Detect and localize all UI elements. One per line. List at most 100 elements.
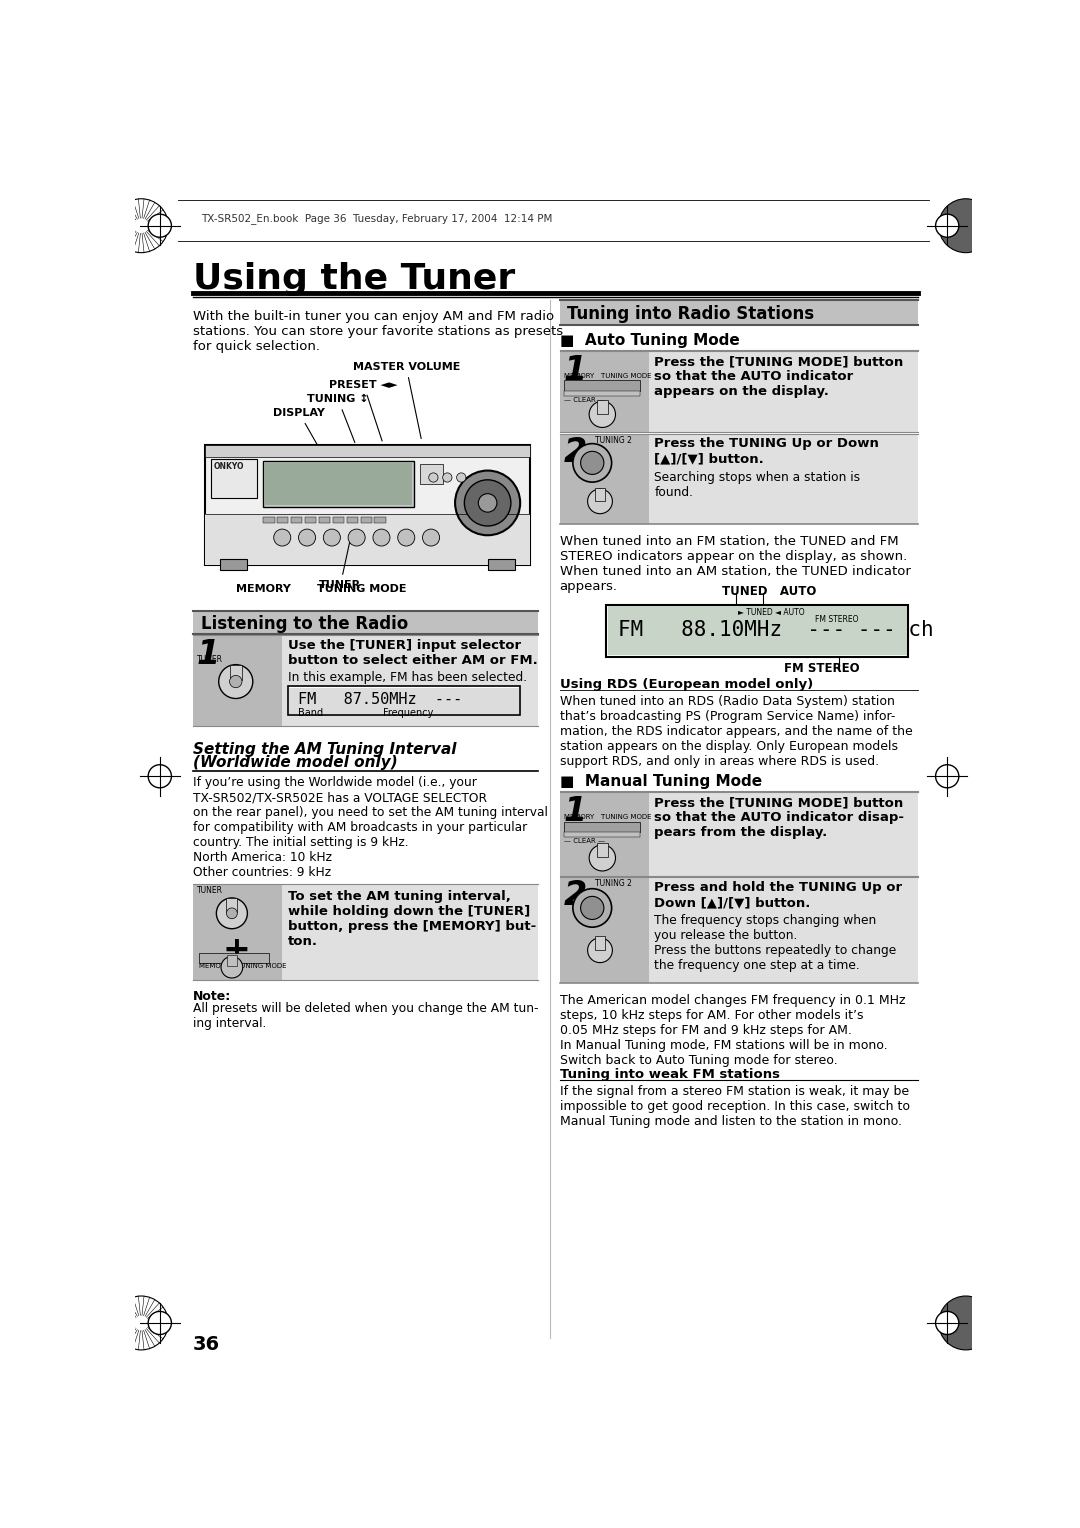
Bar [608, 607, 907, 656]
Circle shape [273, 529, 291, 545]
Text: The American model changes FM frequency in 0.1 MHz
steps, 10 kHz steps for AM. F: The American model changes FM frequency … [559, 995, 905, 1067]
Bar [347, 516, 359, 523]
Text: TX-SR502_En.book  Page 36  Tuesday, February 17, 2004  12:14 PM: TX-SR502_En.book Page 36 Tuesday, Februa… [201, 212, 552, 223]
Bar [559, 301, 918, 325]
Bar [595, 487, 606, 501]
Circle shape [572, 889, 611, 927]
Text: — CLEAR —: — CLEAR — [564, 397, 605, 403]
Circle shape [939, 199, 993, 252]
Text: Note:: Note: [193, 990, 231, 1002]
Circle shape [581, 451, 604, 474]
Bar [289, 688, 518, 714]
Text: ► TUNED ◄ AUTO: ► TUNED ◄ AUTO [738, 608, 805, 617]
Bar [420, 465, 444, 484]
Text: The frequency stops changing when
you release the button.
Press the buttons repe: The frequency stops changing when you re… [654, 914, 896, 972]
Bar [488, 559, 515, 570]
Circle shape [588, 938, 612, 963]
Text: FM   87.50MHz  ---: FM 87.50MHz --- [298, 692, 462, 707]
Text: ONKYO: ONKYO [214, 461, 244, 471]
Bar [193, 636, 538, 726]
Text: Press the TUNING Up or Down
[▲]/[▼] button.: Press the TUNING Up or Down [▲]/[▼] butt… [654, 437, 879, 466]
Text: TUNING ↕: TUNING ↕ [307, 394, 369, 443]
Text: FM STEREO: FM STEREO [784, 662, 860, 674]
Text: +: + [222, 934, 251, 967]
Text: If the signal from a stereo FM station is weak, it may be
impossible to get good: If the signal from a stereo FM station i… [559, 1085, 909, 1128]
Text: 1: 1 [197, 637, 220, 671]
Text: When tuned into an RDS (Radio Data System) station
that’s broadcasting PS (Progr: When tuned into an RDS (Radio Data Syste… [559, 695, 913, 767]
Bar [564, 833, 639, 837]
Circle shape [935, 764, 959, 788]
Bar [200, 953, 269, 963]
Bar [606, 605, 908, 657]
Circle shape [590, 845, 616, 871]
Bar [559, 434, 918, 524]
Circle shape [227, 908, 238, 918]
Circle shape [935, 1311, 959, 1334]
Circle shape [588, 489, 612, 513]
Bar [564, 380, 639, 391]
Circle shape [422, 529, 440, 545]
Bar [205, 445, 530, 564]
Text: Use the [TUNER] input selector
button to select either AM or FM.: Use the [TUNER] input selector button to… [287, 639, 538, 668]
Circle shape [464, 480, 511, 526]
Circle shape [478, 494, 497, 512]
Text: TUNING 2: TUNING 2 [595, 880, 632, 888]
Text: MEMORY   TUNING MODE: MEMORY TUNING MODE [564, 814, 651, 821]
Bar [220, 559, 247, 570]
Bar [559, 351, 649, 432]
Circle shape [590, 402, 616, 428]
Circle shape [581, 897, 604, 920]
Text: Frequency: Frequency [383, 709, 433, 718]
Text: TUNER: TUNER [320, 535, 362, 590]
Circle shape [348, 529, 365, 545]
Text: 2: 2 [564, 435, 586, 469]
Text: Using RDS (European model only): Using RDS (European model only) [559, 678, 813, 691]
Text: Tuning into weak FM stations: Tuning into weak FM stations [559, 1068, 780, 1082]
Bar [230, 665, 242, 680]
Text: TUNING 2: TUNING 2 [595, 435, 632, 445]
Text: MEMORY   TUNING MODE: MEMORY TUNING MODE [564, 373, 651, 379]
Bar [595, 937, 606, 949]
Bar [564, 391, 639, 396]
Bar [262, 516, 274, 523]
Text: 36: 36 [193, 1334, 220, 1354]
Text: If you’re using the Worldwide model (i.e., your
TX-SR502/TX-SR502E has a VOLTAGE: If you’re using the Worldwide model (i.e… [193, 776, 548, 879]
Bar [559, 434, 649, 524]
Bar [597, 843, 608, 857]
Text: Band: Band [298, 709, 323, 718]
Bar [287, 686, 521, 715]
Text: MEMORY: MEMORY [235, 584, 291, 594]
Bar [193, 885, 538, 981]
Text: (Worldwide model only): (Worldwide model only) [193, 755, 397, 770]
Text: ■  Manual Tuning Mode: ■ Manual Tuning Mode [559, 775, 761, 788]
Bar [559, 793, 918, 876]
Text: With the built-in tuner you can enjoy AM and FM radio
stations. You can store yo: With the built-in tuner you can enjoy AM… [193, 310, 564, 353]
Bar [205, 445, 530, 457]
Text: FM STEREO: FM STEREO [815, 616, 859, 625]
Bar [227, 955, 237, 966]
Circle shape [457, 472, 465, 483]
Bar [559, 793, 649, 876]
Circle shape [148, 214, 172, 237]
Text: 2: 2 [564, 880, 586, 912]
Circle shape [216, 898, 247, 929]
Text: TUNER: TUNER [197, 656, 222, 665]
Bar [262, 460, 414, 507]
Text: Tuning into Radio Stations: Tuning into Radio Stations [567, 306, 814, 322]
Bar [276, 516, 288, 523]
Text: MASTER VOLUME: MASTER VOLUME [352, 362, 460, 439]
Text: To set the AM tuning interval,
while holding down the [TUNER]
button, press the : To set the AM tuning interval, while hol… [287, 891, 536, 949]
Circle shape [572, 443, 611, 483]
Bar [559, 877, 649, 984]
Text: Searching stops when a station is
found.: Searching stops when a station is found. [654, 471, 861, 498]
Text: FM   88.10MHz  --- --- ch: FM 88.10MHz --- --- ch [618, 620, 933, 640]
Text: PRESET ◄►: PRESET ◄► [329, 380, 397, 442]
Text: 1: 1 [564, 353, 586, 387]
Circle shape [373, 529, 390, 545]
Text: Listening to the Radio: Listening to the Radio [201, 616, 408, 633]
Bar [265, 461, 413, 506]
Circle shape [455, 471, 521, 535]
Circle shape [397, 529, 415, 545]
Circle shape [221, 957, 243, 978]
Bar [559, 351, 918, 432]
